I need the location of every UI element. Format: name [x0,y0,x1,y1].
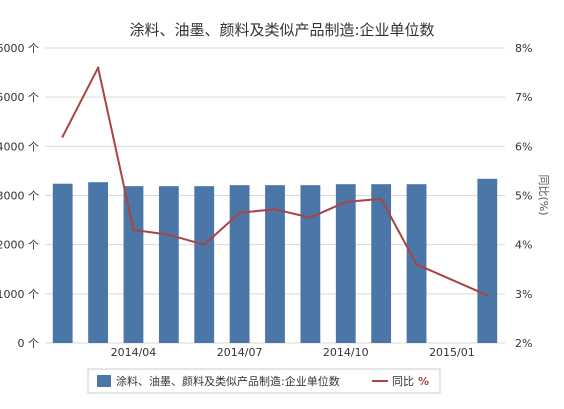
bar [300,185,321,343]
right-axis-title: 同比(%) [537,174,550,215]
bar [194,186,215,343]
line-point [167,233,171,237]
x-tick-label: 2015/01 [429,346,475,359]
left-axis-ticks: 0 个 1000 个 2000 个 3000 个 4000 个 5000 个 6000 个 [0,42,39,350]
bar [52,183,73,343]
bar-series [52,178,498,343]
bar [335,184,356,343]
line-series [61,66,489,297]
right-tick-label: 3% [515,288,532,301]
legend: 涂料、油墨、颜料及类似产品制造:企业单位数 同比% [87,368,441,394]
left-tick-label: 0 个 [18,337,40,350]
line-point [238,211,241,214]
x-tick-label: 2014/07 [217,346,263,359]
x-tick-label: 2014/10 [323,346,369,359]
series-line [61,66,488,297]
legend-bar-label: 涂料、油墨、颜料及类似产品制造:企业单位数 [116,374,340,388]
left-tick-label: 1000 个 [0,288,39,301]
line-point [344,200,347,204]
left-tick-label: 6000 个 [0,42,39,55]
left-tick-label: 4000 个 [0,140,39,153]
right-tick-label: 4% [515,239,532,252]
right-axis-ticks: 2% 3% 4% 5% 6% 7% 8% [515,42,532,350]
right-tick-label: 5% [515,190,532,203]
bar [123,186,144,343]
right-tick-label: 7% [515,91,532,104]
line-point [273,208,277,211]
line-point [415,263,418,266]
line-point [486,294,489,297]
legend-line-label: 同比% [392,375,429,388]
chart-title: 涂料、油墨、颜料及类似产品制造:企业单位数 [129,21,434,39]
right-tick-label: 2% [515,337,532,350]
right-tick-label: 8% [515,42,532,55]
x-axis-ticks: 2014/04 2014/07 2014/10 2015/01 [111,346,475,359]
line-point [379,197,383,201]
line-point [309,216,312,219]
line-point [132,228,135,232]
legend-bar-swatch [97,375,111,387]
bar [88,182,108,343]
bar [158,186,179,343]
legend-line-name: 同比 [392,375,414,388]
line-point [61,135,64,138]
left-tick-label: 2000 个 [0,239,39,252]
bar [265,185,285,343]
left-tick-label: 5000 个 [0,91,39,104]
line-point [96,66,100,69]
right-tick-label: 6% [515,140,532,153]
line-point [203,243,206,246]
x-tick-label: 2014/04 [111,346,157,359]
left-tick-label: 3000 个 [0,190,39,203]
bar [229,185,250,343]
bar [477,178,498,343]
bar [371,184,392,343]
legend-line-unit: % [418,375,429,388]
